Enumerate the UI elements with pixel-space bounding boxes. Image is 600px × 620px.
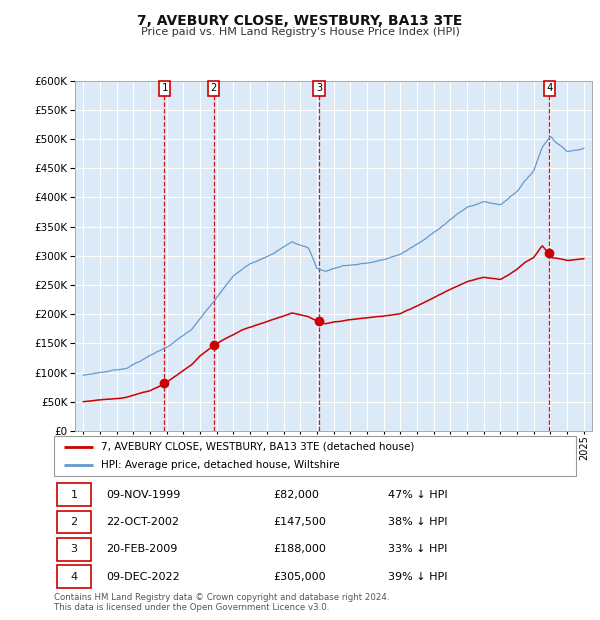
Text: 2: 2: [211, 83, 217, 94]
Text: 33% ↓ HPI: 33% ↓ HPI: [388, 544, 448, 554]
Text: 2: 2: [70, 517, 77, 527]
Text: 3: 3: [70, 544, 77, 554]
Text: £82,000: £82,000: [273, 490, 319, 500]
Text: Price paid vs. HM Land Registry's House Price Index (HPI): Price paid vs. HM Land Registry's House …: [140, 27, 460, 37]
Text: 4: 4: [70, 572, 77, 582]
Text: £147,500: £147,500: [273, 517, 326, 527]
Text: 38% ↓ HPI: 38% ↓ HPI: [388, 517, 448, 527]
Text: HPI: Average price, detached house, Wiltshire: HPI: Average price, detached house, Wilt…: [101, 460, 340, 471]
Text: £188,000: £188,000: [273, 544, 326, 554]
Text: 09-NOV-1999: 09-NOV-1999: [106, 490, 181, 500]
Text: £305,000: £305,000: [273, 572, 326, 582]
Text: 1: 1: [161, 83, 167, 94]
FancyBboxPatch shape: [56, 511, 91, 533]
Text: 3: 3: [316, 83, 322, 94]
Text: 39% ↓ HPI: 39% ↓ HPI: [388, 572, 448, 582]
Text: 22-OCT-2002: 22-OCT-2002: [106, 517, 179, 527]
Text: 7, AVEBURY CLOSE, WESTBURY, BA13 3TE: 7, AVEBURY CLOSE, WESTBURY, BA13 3TE: [137, 14, 463, 28]
Text: 09-DEC-2022: 09-DEC-2022: [106, 572, 180, 582]
Text: Contains HM Land Registry data © Crown copyright and database right 2024.: Contains HM Land Registry data © Crown c…: [54, 593, 389, 603]
Text: 4: 4: [547, 83, 553, 94]
Text: This data is licensed under the Open Government Licence v3.0.: This data is licensed under the Open Gov…: [54, 603, 329, 612]
FancyBboxPatch shape: [56, 565, 91, 588]
Text: 7, AVEBURY CLOSE, WESTBURY, BA13 3TE (detached house): 7, AVEBURY CLOSE, WESTBURY, BA13 3TE (de…: [101, 441, 415, 452]
Text: 47% ↓ HPI: 47% ↓ HPI: [388, 490, 448, 500]
FancyBboxPatch shape: [56, 538, 91, 560]
FancyBboxPatch shape: [56, 484, 91, 506]
Text: 1: 1: [70, 490, 77, 500]
Text: 20-FEB-2009: 20-FEB-2009: [106, 544, 178, 554]
